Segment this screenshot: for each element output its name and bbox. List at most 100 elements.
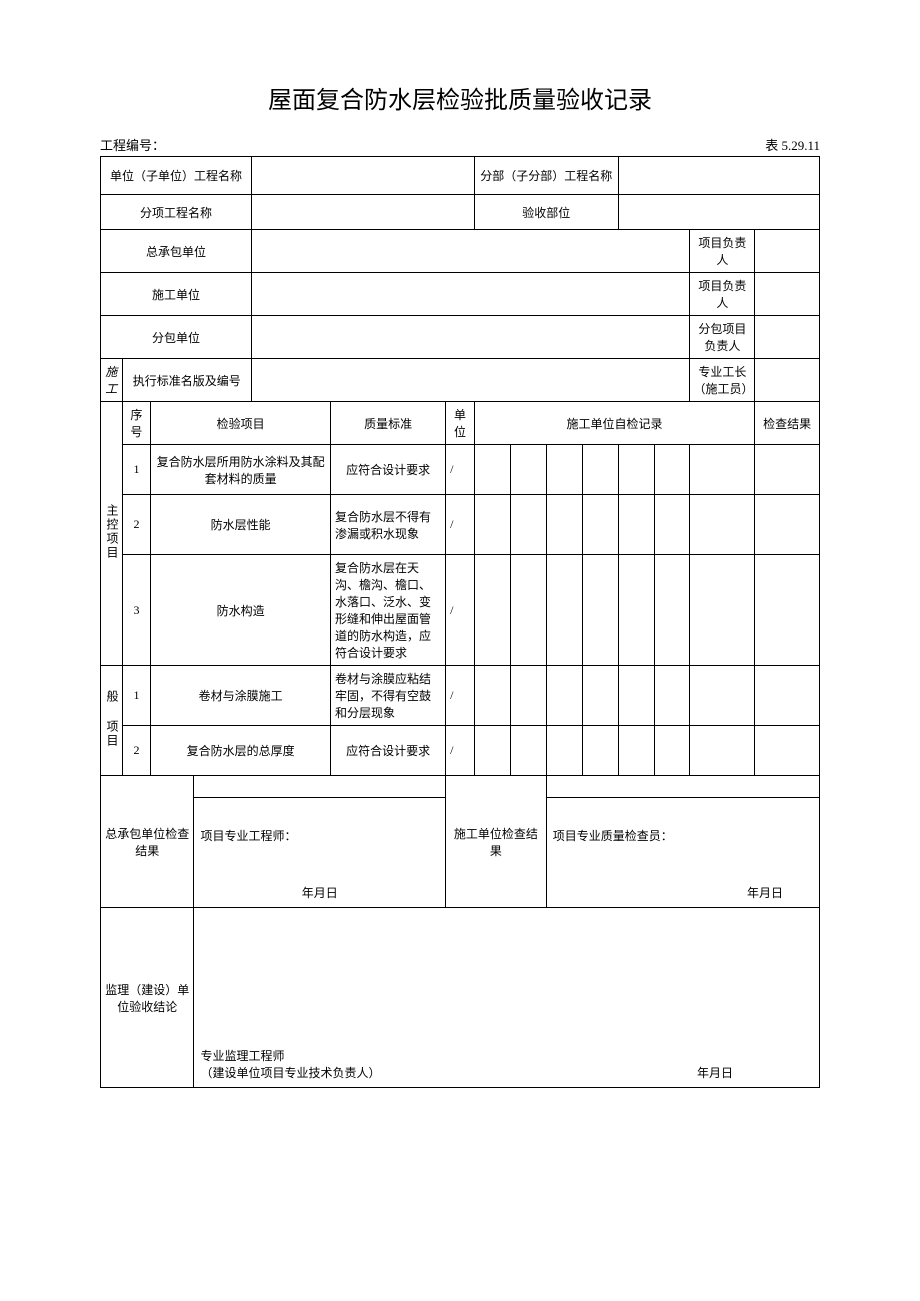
main-row-unit: / [446, 495, 475, 555]
cell [690, 495, 755, 555]
cell [654, 726, 690, 776]
ymr-2: 年月日 [553, 884, 813, 901]
inspection-table: 单位（子单位）工程名称 分部（子分部）工程名称 分项工程名称 验收部位 总承包单… [100, 156, 820, 1088]
pro-foreman-value [755, 359, 820, 402]
cell [582, 726, 618, 776]
gen-row-std: 应符合设计要求 [331, 726, 446, 776]
supervision-sig-block: 专业监理工程师 （建设单位项目专业技术负责人） 年月日 [194, 908, 820, 1088]
sub-proj-leader-label: 分包项目负责人 [690, 316, 755, 359]
accept-part-value [618, 195, 819, 230]
constructor-label: 施工单位 [101, 273, 252, 316]
gen-row-std: 卷材与涂膜应粘结牢固，不得有空鼓和分层现象 [331, 666, 446, 726]
subcontractor-label: 分包单位 [101, 316, 252, 359]
ymr-1: 年月日 [200, 884, 439, 901]
cell [654, 445, 690, 495]
subdiv-name-value [618, 157, 819, 195]
exec-std-label: 执行标准名版及编号 [122, 359, 251, 402]
proj-pro-eng-label: 项目专业工程师： [200, 827, 439, 844]
gen-row-item: 卷材与涂膜施工 [151, 666, 331, 726]
proj-leader-label-2: 项目负责人 [690, 273, 755, 316]
main-row-no: 2 [122, 495, 151, 555]
gen-contractor-value [251, 230, 690, 273]
gen-row-result [755, 666, 820, 726]
main-row-result [755, 445, 820, 495]
cell [690, 555, 755, 666]
gen-check-result-value [194, 776, 446, 798]
gen-contractor-label: 总承包单位 [101, 230, 252, 273]
gen-check-sig-block: 项目专业工程师： 年月日 [194, 798, 446, 908]
cell [690, 445, 755, 495]
cell [582, 445, 618, 495]
general-header: 般 项目 [101, 666, 123, 776]
accept-part-label: 验收部位 [474, 195, 618, 230]
const-check-result-label: 施工单位检查结果 [446, 776, 547, 908]
const-check-sig-block: 项目专业质量检查员： 年月日 [546, 798, 819, 908]
inspect-item-header: 检验项目 [151, 402, 331, 445]
proj-leader-value-1 [755, 230, 820, 273]
self-check-header: 施工单位自检记录 [474, 402, 754, 445]
pro-foreman-label: 专业工长（施工员） [690, 359, 755, 402]
main-ctrl-header: 主控项目 [101, 402, 123, 666]
cell [618, 666, 654, 726]
main-row-result [755, 495, 820, 555]
pro-supervisor-label: 专业监理工程师 [200, 1047, 380, 1064]
cell [654, 666, 690, 726]
proj-leader-value-2 [755, 273, 820, 316]
cell [690, 726, 755, 776]
cell [510, 495, 546, 555]
subdiv-name-label: 分部（子分部）工程名称 [474, 157, 618, 195]
cell [510, 555, 546, 666]
cell [582, 555, 618, 666]
check-result-header: 检查结果 [755, 402, 820, 445]
main-row-std: 复合防水层在天沟、檐沟、檐口、水落口、泛水、变形缝和伸出屋面管道的防水构造，应符… [331, 555, 446, 666]
cell [474, 666, 510, 726]
cell [582, 666, 618, 726]
cell [546, 555, 582, 666]
main-row-no: 1 [122, 445, 151, 495]
main-row-std: 复合防水层不得有渗漏或积水现象 [331, 495, 446, 555]
project-no-label: 工程编号： [100, 135, 165, 154]
header-row: 工程编号： 表 5.29.11 [100, 135, 820, 154]
main-row-item: 防水层性能 [151, 495, 331, 555]
gen-row-item: 复合防水层的总厚度 [151, 726, 331, 776]
main-row-item: 防水构造 [151, 555, 331, 666]
table-no: 表 5.29.11 [765, 135, 820, 154]
quality-std-header: 质量标准 [331, 402, 446, 445]
main-row-result [755, 555, 820, 666]
gen-row-no: 2 [122, 726, 151, 776]
unit-header: 单位 [446, 402, 475, 445]
cell [510, 666, 546, 726]
exec-std-value [251, 359, 690, 402]
cell [546, 495, 582, 555]
main-row-std: 应符合设计要求 [331, 445, 446, 495]
exec-std-prefix: 施工 [101, 359, 123, 402]
cell [582, 495, 618, 555]
cell [690, 666, 755, 726]
gen-check-result-label: 总承包单位检查结果 [101, 776, 194, 908]
cell [618, 495, 654, 555]
gen-row-no: 1 [122, 666, 151, 726]
subcontractor-value [251, 316, 690, 359]
main-row-item: 复合防水层所用防水涂料及其配套材料的质量 [151, 445, 331, 495]
proj-leader-label-1: 项目负责人 [690, 230, 755, 273]
cell [546, 726, 582, 776]
const-check-result-value [546, 776, 819, 798]
supervision-label: 监理（建设）单位验收结论 [101, 908, 194, 1088]
seq-header: 序号 [122, 402, 151, 445]
pro-supervisor-label-2: （建设单位项目专业技术负责人） [200, 1064, 380, 1081]
unit-name-value [251, 157, 474, 195]
proj-qc-label: 项目专业质量检查员： [553, 827, 813, 844]
cell [618, 726, 654, 776]
subitem-name-label: 分项工程名称 [101, 195, 252, 230]
subitem-name-value [251, 195, 474, 230]
cell [474, 555, 510, 666]
constructor-value [251, 273, 690, 316]
gen-row-unit: / [446, 726, 475, 776]
cell [654, 555, 690, 666]
cell [546, 666, 582, 726]
ymr-3: 年月日 [697, 1064, 813, 1081]
cell [474, 495, 510, 555]
main-row-no: 3 [122, 555, 151, 666]
page-title: 屋面复合防水层检验批质量验收记录 [100, 80, 820, 115]
cell [618, 445, 654, 495]
